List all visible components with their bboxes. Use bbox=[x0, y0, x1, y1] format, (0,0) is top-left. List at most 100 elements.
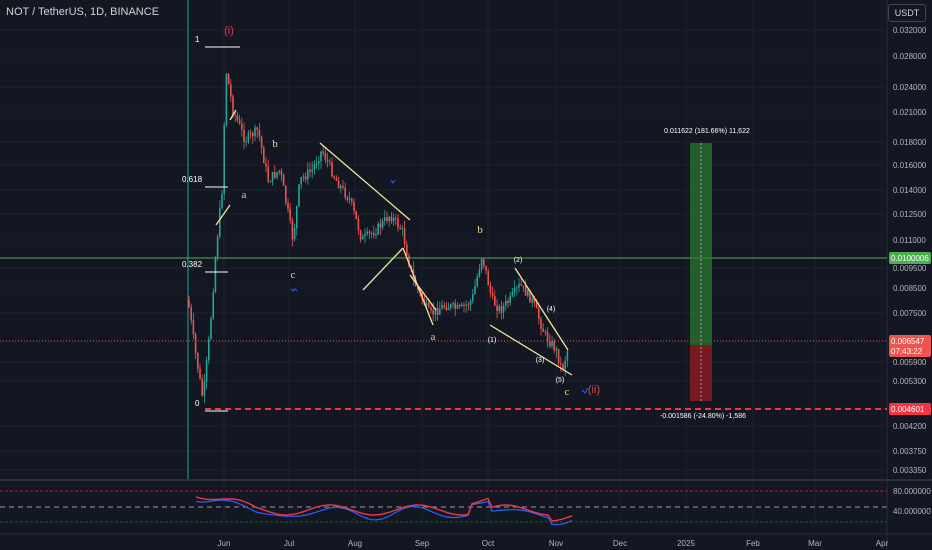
wave-label: (3) bbox=[536, 357, 545, 364]
y-axis-tick-label: 0.009500 bbox=[893, 264, 927, 273]
candle-body bbox=[278, 170, 280, 173]
candle-body bbox=[428, 303, 430, 308]
candle-body bbox=[293, 228, 296, 240]
candle-body bbox=[388, 216, 390, 222]
candle-body bbox=[313, 164, 316, 170]
candle-body bbox=[465, 304, 467, 306]
candle-body bbox=[267, 166, 269, 182]
candle-body bbox=[276, 172, 278, 178]
wave-channel-line bbox=[409, 274, 437, 311]
candle-body bbox=[406, 244, 408, 256]
wave-marker-icon bbox=[581, 387, 589, 394]
y-axis-tick-label: 0.014000 bbox=[893, 186, 927, 195]
candle-body bbox=[553, 341, 555, 351]
candle-body bbox=[318, 161, 320, 164]
x-axis-tick-label: Jul bbox=[284, 539, 294, 548]
candle-body bbox=[188, 300, 190, 308]
wave-label: (2) bbox=[514, 257, 523, 264]
fib-level-label: 0.618 bbox=[182, 175, 203, 184]
candle-body bbox=[458, 305, 461, 307]
x-axis-tick-label: Feb bbox=[746, 539, 760, 548]
candle-body bbox=[425, 303, 428, 306]
candle-body bbox=[249, 132, 252, 134]
candle-body bbox=[333, 176, 335, 178]
indicator-tick-label: 80.000000 bbox=[893, 487, 931, 496]
candle-body bbox=[505, 300, 507, 306]
wave-label: c bbox=[565, 386, 570, 398]
candle-body bbox=[311, 169, 313, 172]
candle-body bbox=[476, 276, 478, 287]
wave-label: c bbox=[291, 269, 296, 281]
candle-body bbox=[507, 300, 509, 303]
y-axis-tick-label: 0.028000 bbox=[893, 52, 927, 61]
candle-body bbox=[540, 318, 542, 329]
candle-body bbox=[397, 218, 399, 228]
candle-body bbox=[282, 174, 285, 186]
price-tag-label: 0.004601 bbox=[891, 405, 925, 414]
candle-body bbox=[551, 341, 553, 347]
candle-body bbox=[344, 187, 346, 198]
candle-body bbox=[454, 303, 456, 309]
candle-body bbox=[225, 73, 228, 126]
candle-body bbox=[434, 308, 437, 315]
candle-body bbox=[194, 334, 197, 353]
candle-body bbox=[529, 289, 531, 303]
candle-body bbox=[522, 285, 525, 287]
candle-body bbox=[439, 309, 441, 315]
candle-body bbox=[546, 331, 549, 342]
candle-body bbox=[287, 202, 289, 210]
candle-body bbox=[463, 304, 465, 306]
candle-body bbox=[502, 305, 505, 313]
y-axis-tick-label: 0.003350 bbox=[893, 466, 927, 475]
candle-body bbox=[245, 141, 247, 143]
currency-button[interactable]: USDT bbox=[888, 4, 926, 22]
candle-body bbox=[384, 217, 386, 221]
candle-body bbox=[494, 295, 496, 306]
indicator-tick-label: 40.000000 bbox=[893, 507, 931, 516]
candle-body bbox=[296, 206, 298, 229]
x-axis-tick-label: Jun bbox=[218, 539, 231, 548]
y-axis-tick-label: 0.003750 bbox=[893, 447, 927, 456]
y-axis-tick-label: 0.018000 bbox=[893, 138, 927, 147]
y-axis-tick-label: 0.004200 bbox=[893, 422, 927, 431]
candle-body bbox=[324, 153, 327, 160]
candle-body bbox=[291, 220, 294, 240]
y-axis-tick-label: 0.005900 bbox=[893, 358, 927, 367]
x-axis-tick-label: Nov bbox=[549, 539, 563, 548]
candle-body bbox=[557, 348, 560, 364]
wave-channel-line bbox=[215, 204, 231, 226]
candle-body bbox=[348, 198, 351, 200]
price-tag bbox=[889, 403, 931, 415]
candle-body bbox=[562, 364, 564, 370]
wave-label: b bbox=[272, 138, 278, 150]
candle-body bbox=[331, 162, 333, 177]
candle-body bbox=[408, 255, 410, 266]
candle-body bbox=[472, 293, 474, 301]
candle-body bbox=[285, 185, 287, 203]
candle-body bbox=[243, 129, 245, 143]
candle-body bbox=[392, 217, 395, 222]
candle-body bbox=[487, 270, 489, 286]
candle-body bbox=[436, 308, 439, 315]
candle-body bbox=[230, 84, 232, 97]
candle-body bbox=[452, 303, 454, 305]
candle-body bbox=[205, 360, 208, 382]
candle-body bbox=[386, 217, 388, 222]
x-axis-tick-label: Dec bbox=[613, 539, 627, 548]
candle-body bbox=[216, 236, 219, 259]
wave-marker-icon bbox=[290, 288, 298, 292]
x-axis-tick-label: 2025 bbox=[677, 539, 695, 548]
wave-label: (1) bbox=[488, 337, 497, 344]
candle-body bbox=[478, 269, 481, 277]
candle-body bbox=[555, 348, 558, 351]
y-axis-tick-label: 0.011000 bbox=[893, 236, 926, 245]
fib-level-label: 0.382 bbox=[182, 260, 203, 269]
candle-body bbox=[307, 169, 309, 180]
candle-body bbox=[274, 171, 276, 178]
candle-body bbox=[192, 320, 195, 335]
candle-body bbox=[373, 233, 375, 236]
candle-body bbox=[377, 223, 379, 235]
indicator-signal-line bbox=[195, 499, 573, 526]
wave-label: (ii) bbox=[588, 384, 600, 396]
